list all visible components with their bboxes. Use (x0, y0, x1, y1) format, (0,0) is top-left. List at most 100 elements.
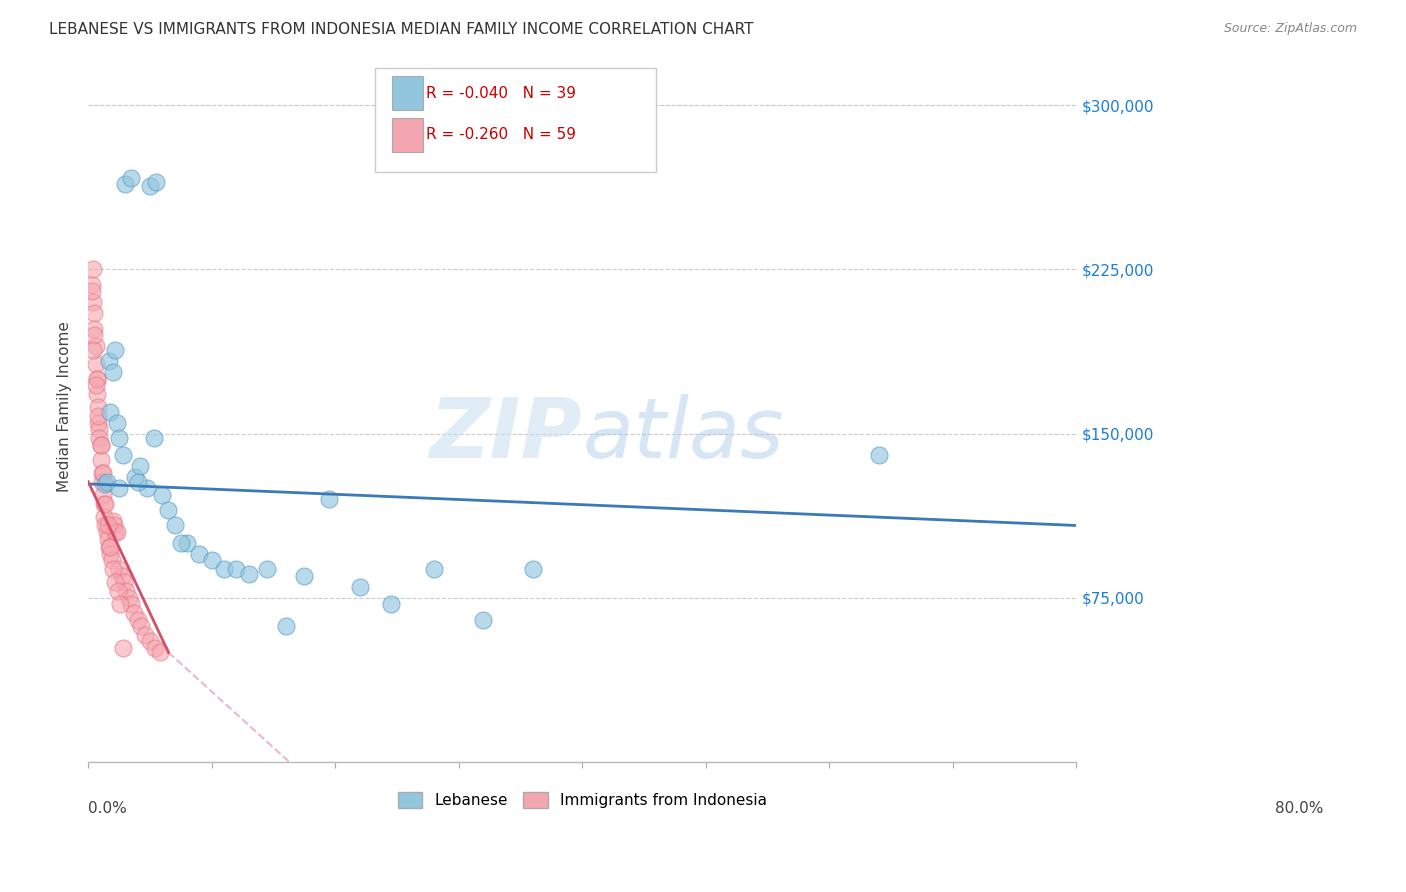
FancyBboxPatch shape (391, 76, 423, 111)
Point (274, 619, 297, 633)
FancyBboxPatch shape (391, 118, 423, 152)
Point (150, 488, 173, 502)
Point (89, 431, 111, 445)
Legend: Lebanese, Immigrants from Indonesia: Lebanese, Immigrants from Indonesia (392, 787, 773, 814)
Point (256, 562, 278, 576)
Text: 0.0%: 0.0% (89, 801, 127, 816)
Text: ZIP: ZIP (430, 394, 582, 475)
Point (110, 569, 132, 583)
Point (94, 497, 117, 511)
Point (225, 562, 247, 576)
Point (139, 179, 162, 194)
Point (139, 634, 162, 648)
Point (104, 343, 127, 358)
Point (94, 476, 117, 491)
Point (82, 343, 104, 358)
Point (201, 553, 224, 567)
Point (127, 613, 149, 627)
Point (127, 475, 149, 489)
Point (105, 416, 128, 430)
Point (142, 431, 165, 445)
Point (120, 170, 142, 185)
Point (89, 422, 111, 436)
Point (83, 328, 105, 343)
Point (111, 449, 134, 463)
Point (80, 285, 103, 299)
Point (101, 365, 124, 379)
Point (157, 503, 180, 517)
Text: LEBANESE VS IMMIGRANTS FROM INDONESIA MEDIAN FAMILY INCOME CORRELATION CHART: LEBANESE VS IMMIGRANTS FROM INDONESIA ME… (49, 22, 754, 37)
Point (115, 584, 138, 599)
FancyBboxPatch shape (375, 69, 657, 171)
Point (84, 339, 107, 353)
Point (83, 321, 105, 335)
Point (100, 553, 122, 567)
Point (98, 354, 121, 368)
Point (318, 492, 340, 507)
Y-axis label: Median Family Income: Median Family Income (58, 321, 72, 491)
Point (105, 524, 128, 539)
Point (472, 613, 495, 627)
Text: Source: ZipAtlas.com: Source: ZipAtlas.com (1223, 22, 1357, 36)
Text: atlas: atlas (582, 394, 785, 475)
Point (98, 541, 121, 555)
Point (89, 437, 111, 451)
Point (349, 580, 371, 594)
Point (423, 562, 446, 576)
Point (143, 640, 166, 655)
Point (86, 372, 108, 386)
Point (129, 619, 152, 633)
Point (145, 175, 167, 189)
Point (97, 532, 120, 546)
Point (86, 372, 108, 386)
Point (110, 597, 132, 611)
Point (170, 536, 193, 550)
Point (82, 295, 104, 310)
Point (100, 541, 122, 555)
Point (101, 562, 124, 576)
Point (114, 177, 136, 191)
Point (108, 562, 131, 576)
Point (93, 509, 115, 524)
Point (176, 536, 198, 550)
Point (96, 475, 118, 489)
Point (124, 470, 146, 484)
Point (238, 566, 260, 581)
Point (868, 449, 890, 463)
Point (212, 562, 235, 576)
Point (163, 518, 186, 533)
Point (83, 306, 105, 320)
Point (97, 518, 120, 533)
Point (136, 481, 159, 495)
Point (118, 591, 141, 605)
Point (101, 514, 124, 528)
Point (188, 547, 211, 561)
Point (80, 277, 103, 292)
Point (104, 524, 127, 539)
Point (91, 466, 114, 480)
Point (134, 628, 156, 642)
Point (89, 437, 111, 451)
Point (107, 584, 129, 599)
Point (87, 409, 110, 423)
Point (111, 640, 134, 655)
Point (149, 645, 172, 659)
Point (96, 524, 118, 539)
Point (104, 575, 127, 590)
Point (129, 459, 152, 474)
Text: 80.0%: 80.0% (1275, 801, 1323, 816)
Point (82, 262, 104, 277)
Point (84, 378, 107, 392)
Point (380, 597, 402, 611)
Point (100, 547, 122, 561)
Point (103, 518, 125, 533)
Point (93, 497, 115, 511)
Point (522, 562, 544, 576)
Point (86, 387, 108, 401)
Point (94, 518, 117, 533)
Point (84, 357, 107, 371)
Point (91, 488, 114, 502)
Point (108, 481, 131, 495)
Point (90, 475, 112, 489)
Point (120, 597, 142, 611)
